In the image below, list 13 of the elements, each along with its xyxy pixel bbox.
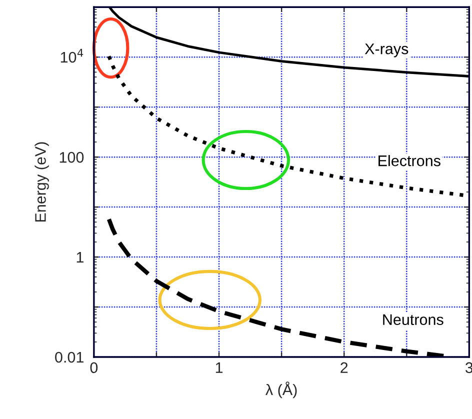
series-label: Electrons <box>378 154 440 166</box>
x-tick-label: 2 <box>340 362 348 373</box>
y-tick-label: 10$^{4}$ <box>60 48 84 63</box>
line-series <box>108 7 470 78</box>
series-label: X-rays <box>364 44 408 58</box>
x-axis-title: λ (Å) <box>266 382 297 398</box>
x-tick-label: 0 <box>90 362 98 374</box>
x-tick-label: 1 <box>216 362 223 373</box>
y-tick-label: 100 <box>60 152 84 163</box>
y-axis-title: Energy (eV) <box>34 142 49 222</box>
y-tick-label: 1 <box>76 252 84 263</box>
series-label: Neutrons <box>383 314 444 326</box>
y-tick-label: 0.01 <box>55 352 84 363</box>
